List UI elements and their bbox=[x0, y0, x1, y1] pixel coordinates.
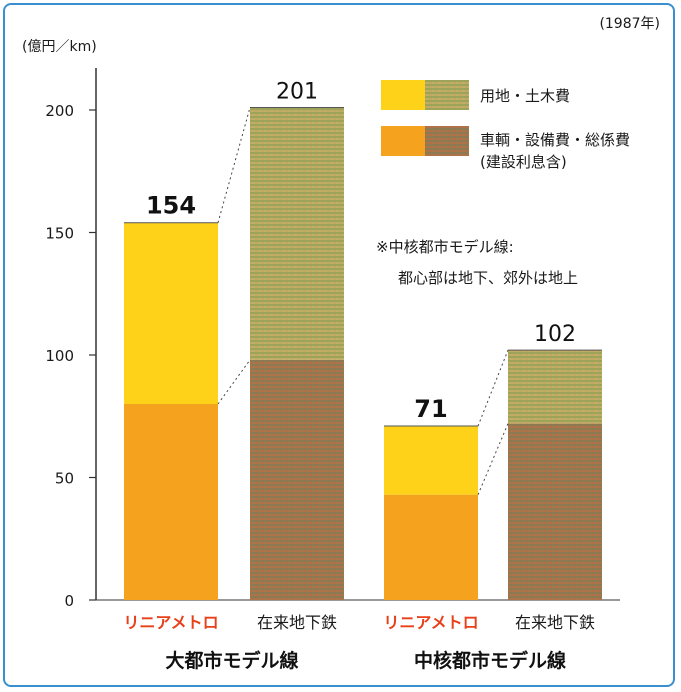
bar-category-label: 在来地下鉄 bbox=[257, 613, 337, 632]
year-note: (1987年) bbox=[599, 16, 660, 32]
y-axis-label: (億円／km) bbox=[22, 39, 97, 55]
y-tick-label: 50 bbox=[55, 470, 74, 488]
bar-segment-vehicle bbox=[250, 359, 344, 600]
connector-top bbox=[477, 349, 509, 427]
bar-segment-vehicle bbox=[508, 423, 602, 600]
bar-segment-vehicle bbox=[384, 494, 478, 600]
bar-segment-land bbox=[508, 350, 602, 424]
group-label: 中核都市モデル線 bbox=[414, 649, 566, 672]
group-label: 大都市モデル線 bbox=[165, 649, 298, 672]
y-tick-label: 100 bbox=[45, 347, 74, 365]
bar-segment-vehicle bbox=[124, 404, 218, 600]
bar-total-label: 102 bbox=[534, 322, 576, 347]
legend: 用地・土木費 車輌・設備費・総係費 (建設利息含) bbox=[381, 80, 630, 171]
connector-middle bbox=[217, 359, 251, 405]
bar-segment-land bbox=[250, 107, 344, 360]
annotation-line-2: 都心部は地下、郊外は地上 bbox=[398, 269, 578, 287]
legend-label-vehicle: 車輌・設備費・総係費 bbox=[480, 131, 630, 149]
legend-label-vehicle-sub: (建設利息含) bbox=[480, 153, 567, 171]
y-tick-label: 150 bbox=[45, 225, 74, 243]
bar-category-label: リニアメトロ bbox=[383, 613, 478, 632]
bar-segment-land bbox=[124, 222, 218, 404]
connector-top bbox=[217, 107, 251, 223]
annotation-line-1: ※中核都市モデル線: bbox=[376, 238, 514, 256]
legend-swatch-land-solid bbox=[381, 80, 425, 110]
bar-total-label: 154 bbox=[146, 192, 196, 220]
bar-total-label: 71 bbox=[414, 395, 447, 423]
y-tick-label: 0 bbox=[64, 592, 74, 610]
bar-category-label: 在来地下鉄 bbox=[515, 613, 595, 632]
legend-swatch-vehicle-pattern bbox=[425, 126, 469, 156]
bar-segment-land bbox=[384, 426, 478, 495]
bar-total-label: 201 bbox=[276, 80, 318, 105]
legend-swatch-vehicle-solid bbox=[381, 126, 425, 156]
bar-category-label: リニアメトロ bbox=[123, 613, 218, 632]
connector-middle bbox=[477, 423, 509, 495]
legend-swatch-land-pattern bbox=[425, 80, 469, 110]
y-tick-label: 200 bbox=[45, 102, 74, 120]
legend-label-land: 用地・土木費 bbox=[480, 87, 570, 105]
